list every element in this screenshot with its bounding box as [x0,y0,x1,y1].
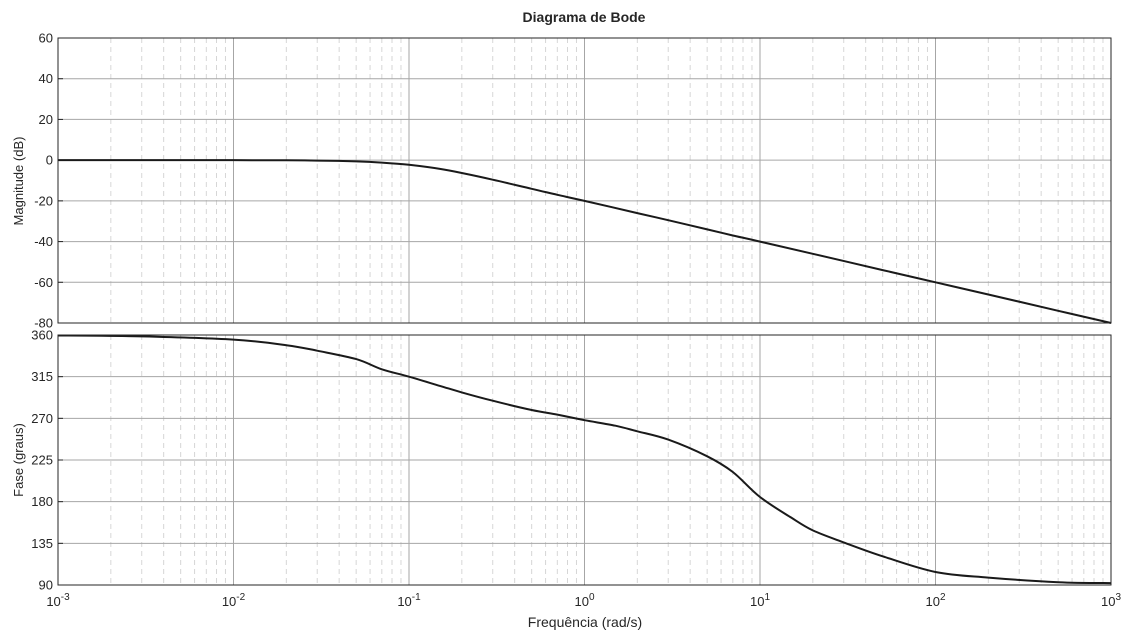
magnitude-y-tick-label: -80 [34,316,53,331]
phase-response-curve [57,334,1112,585]
magnitude-axes-box [57,37,1112,324]
x-tick-label: 102 [925,592,945,609]
magnitude-y-tick-label: 40 [39,71,53,86]
magnitude-y-ticks: -80 -60 -40 -20 0 20 40 60 [34,31,63,331]
chart-title: Diagrama de Bode [523,9,646,25]
magnitude-ylabel: Magnitude (dB) [11,137,26,226]
phase-ylabel: Fase (graus) [11,423,26,497]
magnitude-response-curve [57,159,1112,324]
magnitude-y-tick-label: -40 [34,234,53,249]
magnitude-y-tick-label: 0 [46,153,53,168]
magnitude-y-tick-label: 20 [39,112,53,127]
x-axis-label: Frequência (rad/s) [528,614,642,630]
phase-y-tick-label: 135 [31,536,53,551]
x-tick-label: 10-2 [222,592,246,609]
phase-y-ticks: 90 135 180 225 270 315 360 [31,328,63,593]
magnitude-y-tick-label: 60 [39,31,53,46]
x-tick-label: 10-3 [46,592,70,609]
phase-y-tick-label: 225 [31,453,53,468]
phase-y-tick-label: 90 [39,578,53,593]
phase-axes-box [57,334,1112,586]
magnitude-y-tick-label: -20 [34,193,53,208]
magnitude-y-tick-label: -60 [34,275,53,290]
phase-y-tick-label: 180 [31,494,53,509]
x-tick-label: 10-1 [397,592,421,609]
x-tick-labels: 10-3 10-2 10-1 100 101 102 103 [46,592,1121,609]
phase-curve-layer [57,334,1112,585]
phase-grid [58,335,1111,585]
magnitude-panel: -80 -60 -40 -20 0 20 40 60 Magnitude (dB) [11,31,1112,331]
x-tick-label: 100 [574,592,594,609]
phase-y-tick-label: 270 [31,411,53,426]
x-tick-label: 103 [1101,592,1121,609]
phase-y-tick-label: 315 [31,369,53,384]
phase-panel: 90 135 180 225 270 315 360 Fase (graus) [11,328,1112,593]
magnitude-curve-layer [57,159,1112,324]
x-tick-label: 101 [750,592,770,609]
phase-y-tick-label: 360 [31,328,53,343]
